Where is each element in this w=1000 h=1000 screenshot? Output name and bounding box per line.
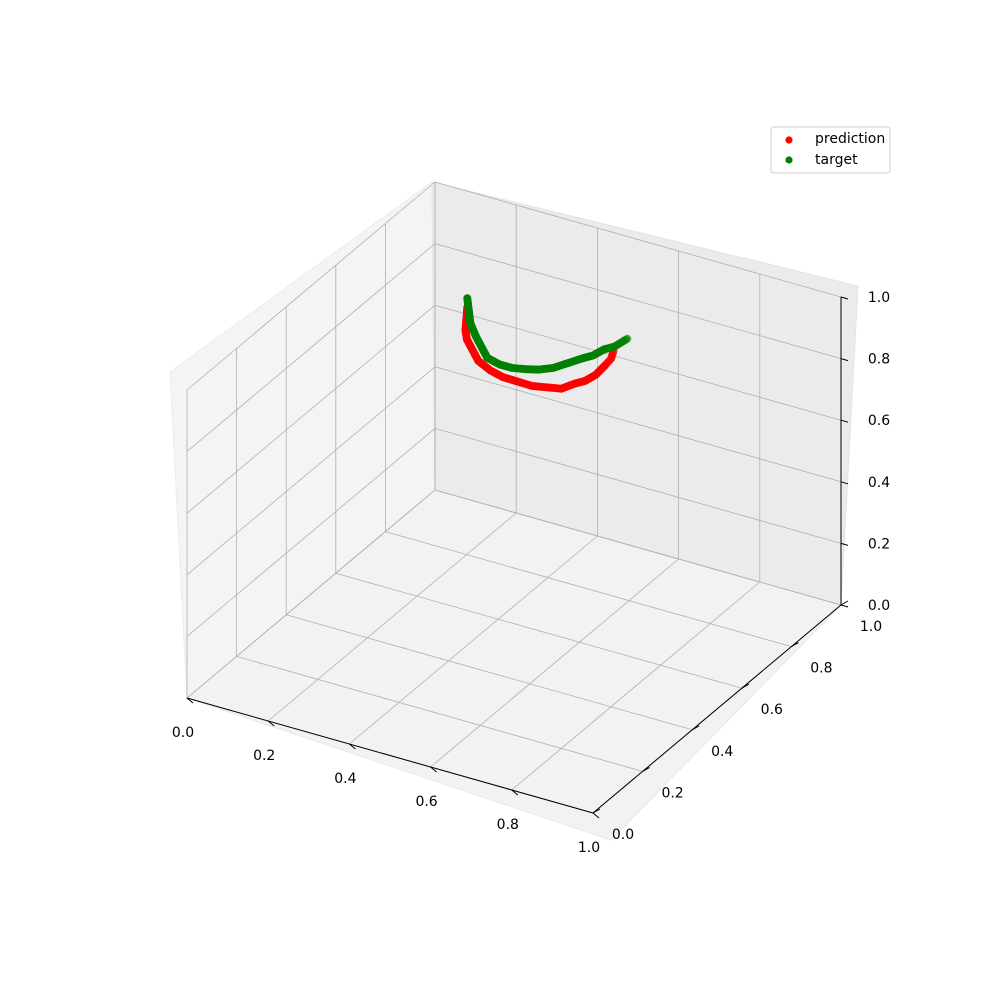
y-tick <box>592 808 601 814</box>
gridline-x-floor <box>349 535 598 745</box>
z-tick <box>840 358 849 362</box>
gridline-z-back <box>434 366 842 483</box>
gridline-z-left <box>186 366 436 576</box>
gridline-y-floor <box>434 489 842 606</box>
x-tick <box>267 720 275 727</box>
gridline-z-left <box>186 304 436 514</box>
x-tick-label: 1.0 <box>578 840 600 856</box>
y-tick <box>840 600 849 606</box>
tick-labels: 0.0 0.2 0.4 0.6 0.8 1.0 0.0 0.2 0.4 0.6 0.8 1.0 0.0 0… <box>172 290 890 856</box>
tick-marks <box>186 296 849 819</box>
y-tick-label: 0.0 <box>612 827 634 843</box>
z-tick-label: 1.0 <box>868 290 890 306</box>
gridline-z-left <box>186 181 436 391</box>
y-tick-label: 0.8 <box>810 661 832 677</box>
legend-frame <box>770 126 891 174</box>
z-tick-label: 0.8 <box>868 352 890 368</box>
x-tick-label: 0.0 <box>172 725 194 741</box>
gridline-z-back <box>434 243 842 359</box>
z-tick-label: 0.6 <box>868 413 890 429</box>
gridline-y-floor <box>286 614 693 731</box>
z-tick <box>840 296 849 300</box>
x-tick <box>511 789 519 796</box>
gridline-z-back <box>434 428 842 544</box>
z-tick <box>840 542 849 546</box>
z-tick <box>840 481 849 485</box>
gridline-z-left <box>186 489 436 699</box>
y-tick <box>741 683 750 689</box>
x-tick <box>186 697 194 704</box>
z-tick-label: 0.2 <box>868 536 890 552</box>
x-tick-label: 0.8 <box>497 817 519 833</box>
x-tick-label: 0.4 <box>334 771 356 787</box>
y-tick-label: 1.0 <box>860 619 882 635</box>
gridline-y-floor <box>335 572 742 689</box>
x-axis-line <box>186 697 594 814</box>
axes <box>186 297 842 814</box>
y-axis-line <box>592 604 842 814</box>
legend-label-target: target <box>815 152 858 168</box>
x-tick-label: 0.2 <box>253 748 275 764</box>
gridline-x-floor <box>511 581 761 791</box>
x-tick <box>349 743 356 750</box>
x-tick <box>430 766 437 773</box>
gridline-x-floor <box>267 512 517 722</box>
y-tick-label: 0.2 <box>661 785 683 801</box>
y-tick <box>791 642 799 648</box>
legend: prediction target <box>770 126 891 174</box>
z-tick-label: 0.4 <box>868 475 890 491</box>
x-tick <box>592 812 600 819</box>
z-tick <box>840 419 849 423</box>
point-target <box>463 294 472 303</box>
data-points <box>461 294 632 393</box>
y-tick <box>691 725 700 731</box>
y-tick-label: 0.4 <box>711 744 733 760</box>
legend-label-prediction: prediction <box>815 131 885 147</box>
legend-marker-prediction <box>785 136 793 144</box>
z-tick <box>840 604 849 608</box>
gridline-x-floor <box>430 558 679 768</box>
z-tick-label: 0.0 <box>868 598 890 614</box>
gridline-y-floor <box>236 656 643 772</box>
y-tick-label: 0.6 <box>761 702 783 718</box>
y-tick <box>642 766 650 772</box>
gridline-z-back <box>434 304 842 421</box>
gridline-z-left <box>186 243 436 452</box>
gridline-y-floor <box>385 531 792 647</box>
legend-marker-target <box>785 156 793 164</box>
gridline-z-back <box>434 181 842 298</box>
gridline-z-left <box>186 428 436 637</box>
x-tick-label: 0.6 <box>415 794 437 810</box>
